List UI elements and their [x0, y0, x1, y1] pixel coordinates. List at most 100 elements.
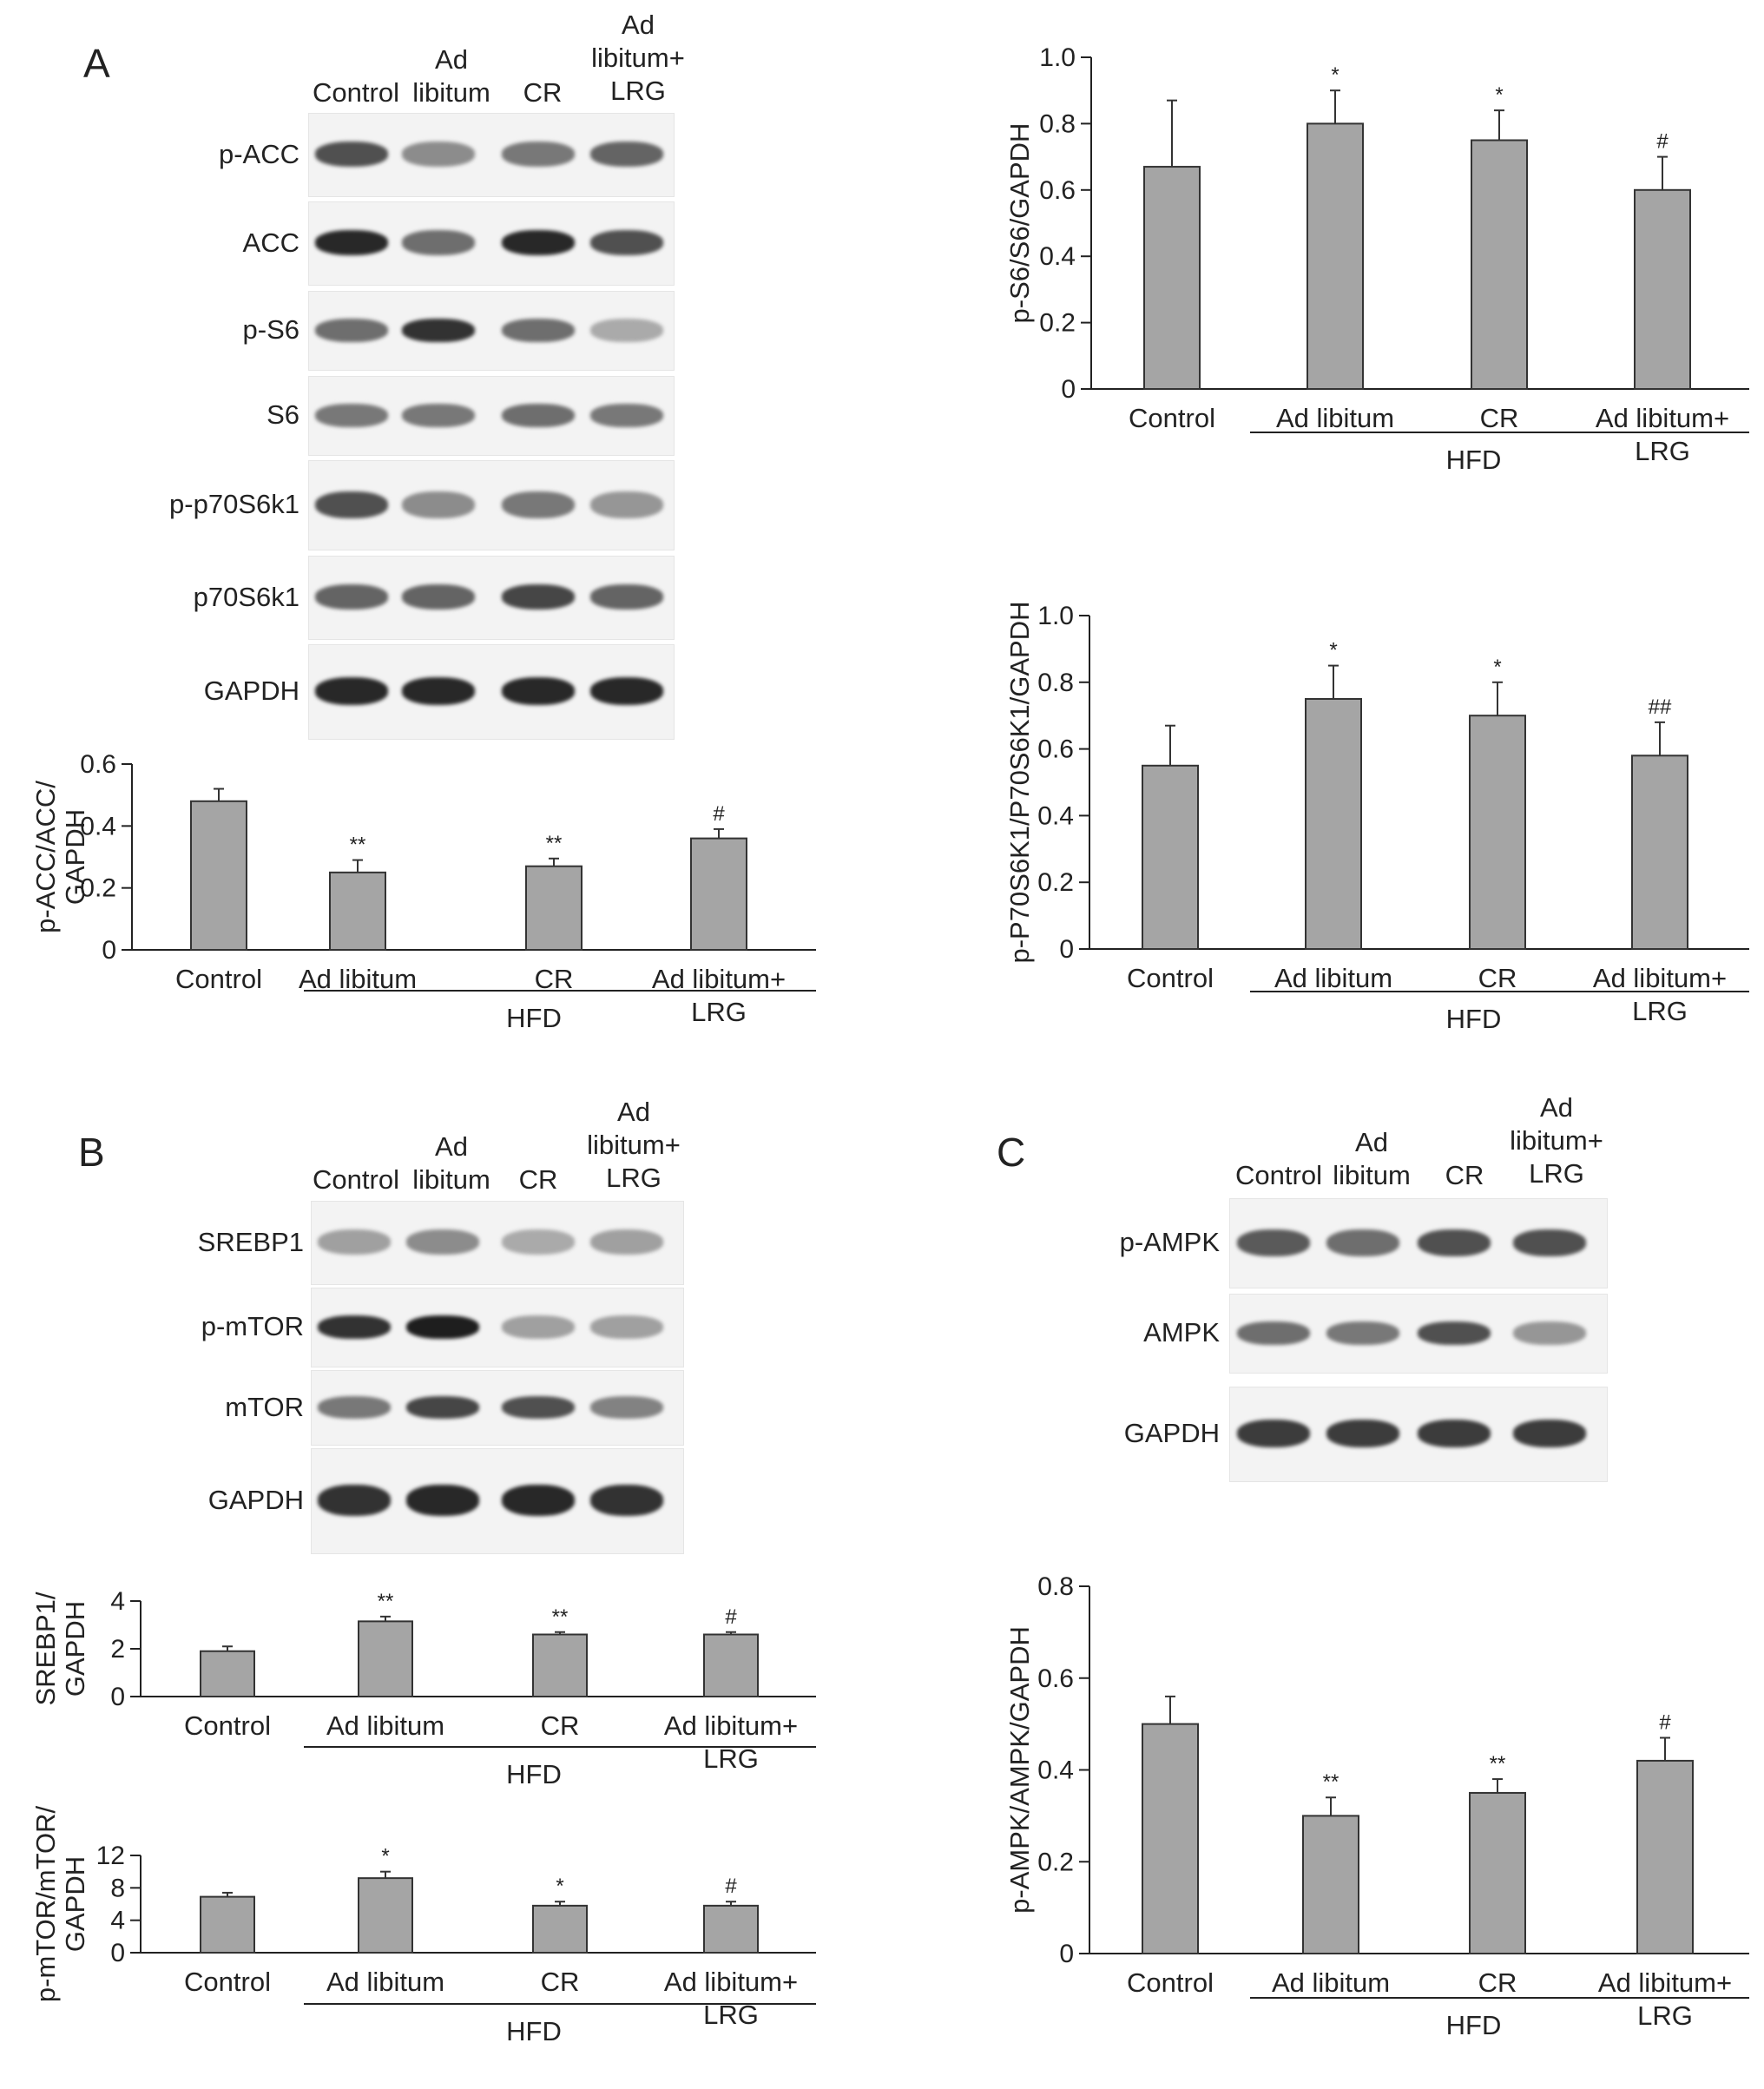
blot-band — [590, 318, 663, 342]
group-label-hfd: HFD — [1446, 1004, 1502, 1034]
y-tick-label: 0 — [1059, 1940, 1074, 1968]
blot-band — [1326, 1229, 1399, 1256]
blot-row-label: GAPDH — [1123, 1418, 1220, 1448]
x-tick-label: LRG — [691, 997, 747, 1027]
y-tick-label: 0.8 — [1039, 109, 1076, 138]
significance-marker: ** — [350, 834, 366, 857]
group-label-hfd: HFD — [506, 1003, 562, 1033]
significance-marker: * — [1495, 83, 1503, 107]
bar — [1142, 1723, 1199, 1954]
lane-label-ad-libitum: Ad libitum — [412, 44, 490, 108]
blot-row-label: AMPK — [1143, 1317, 1220, 1348]
blot-band — [1513, 1229, 1586, 1256]
blot-band — [590, 1315, 663, 1339]
blot-band — [406, 1395, 479, 1419]
bar — [358, 1620, 413, 1697]
blot-band — [1513, 1420, 1586, 1447]
blot-band — [502, 142, 575, 167]
x-tick-label: Ad libitum — [1274, 963, 1392, 993]
y-tick-label: 4 — [110, 1907, 125, 1935]
lane-label-cr: CR — [523, 77, 563, 108]
y-tick-label: 4 — [110, 1587, 125, 1616]
y-axis-label: p-AMPK/AMPK/GAPDH — [1004, 1626, 1035, 1914]
y-axis-label: p-S6/S6/GAPDH — [1004, 123, 1035, 324]
panel-letter-b: B — [78, 1130, 105, 1175]
blot-row-label: GAPDH — [203, 675, 299, 706]
x-tick-label: CR — [1480, 403, 1519, 433]
blot-band — [315, 142, 388, 167]
y-axis-label: SREBP1/ — [30, 1591, 61, 1705]
blot-band — [590, 230, 663, 255]
lane-label-ad-libitum: Ad libitum — [412, 1131, 490, 1195]
blot-band — [402, 584, 475, 610]
blot-band — [502, 1485, 575, 1516]
blot-band — [402, 491, 475, 518]
blot-band — [402, 318, 475, 342]
bar — [1142, 764, 1199, 950]
blot-band — [590, 142, 663, 167]
x-tick-label: CR — [541, 1967, 580, 1997]
bar — [532, 1904, 588, 1954]
blot-band — [590, 491, 663, 518]
blot-row-label: mTOR — [225, 1391, 304, 1422]
significance-marker: * — [381, 1845, 389, 1868]
bar — [1305, 698, 1362, 950]
blot-band — [315, 230, 388, 255]
group-label-hfd: HFD — [1446, 445, 1502, 475]
blot-band — [590, 677, 663, 705]
y-tick-label: 0.4 — [80, 812, 116, 840]
bar — [525, 865, 583, 952]
group-label-hfd: HFD — [506, 2016, 562, 2046]
x-tick-label: Ad libitum+ — [1598, 1967, 1732, 1998]
significance-marker: * — [1329, 639, 1337, 662]
lane-label-control: Control — [1235, 1160, 1322, 1190]
x-tick-label: Ad libitum+ — [1596, 403, 1729, 433]
lane-label-control: Control — [313, 1164, 399, 1195]
blot-band — [1326, 1321, 1399, 1345]
bar — [532, 1633, 588, 1697]
y-axis-label: p-P70S6K1/P70S6K1/GAPDH — [1004, 601, 1035, 963]
y-tick-label: 0.8 — [1037, 1572, 1074, 1601]
y-tick-label: 0 — [1059, 935, 1074, 964]
blot-band — [406, 1485, 479, 1516]
blot-band — [406, 1229, 479, 1255]
x-tick-label: Ad libitum+ — [652, 964, 786, 994]
x-tick-label: Ad libitum — [1272, 1967, 1390, 1998]
blot-band — [590, 1229, 663, 1255]
blot-band — [502, 318, 575, 342]
y-tick-label: 0.2 — [1037, 1848, 1074, 1876]
blot-band — [318, 1315, 391, 1339]
blot-band — [315, 677, 388, 705]
panel-letter-c: C — [997, 1130, 1026, 1175]
blot-band — [502, 403, 575, 427]
y-axis-label: p-ACC/ACC/ — [30, 781, 61, 933]
y-axis-label: GAPDH — [60, 809, 90, 905]
group-label-hfd: HFD — [506, 1759, 562, 1789]
x-tick-label: Control — [1129, 403, 1215, 433]
y-tick-label: 0 — [110, 1683, 125, 1711]
blot-band — [590, 403, 663, 427]
blot-row-label: p-ACC — [218, 138, 299, 169]
y-axis-label: GAPDH — [60, 1601, 90, 1697]
blot-band — [502, 1315, 575, 1339]
y-tick-label: 1.0 — [1037, 602, 1074, 630]
significance-marker: ** — [1490, 1752, 1506, 1776]
bar — [703, 1904, 759, 1954]
y-tick-label: 0 — [102, 936, 116, 965]
blot-band — [590, 1395, 663, 1419]
blot-row-label: GAPDH — [207, 1485, 304, 1515]
lane-label-control: Control — [313, 77, 399, 108]
x-tick-label: LRG — [1637, 2000, 1693, 2031]
bar — [690, 837, 747, 951]
significance-marker: ** — [378, 1590, 394, 1613]
y-tick-label: 8 — [110, 1874, 125, 1902]
blot-band — [315, 491, 388, 518]
blot-band — [1418, 1321, 1491, 1345]
y-tick-label: 0.6 — [1039, 176, 1076, 205]
blot-band — [402, 142, 475, 167]
blot-row-label: SREBP1 — [197, 1226, 304, 1257]
x-tick-label: CR — [541, 1710, 580, 1741]
y-tick-label: 0.2 — [80, 874, 116, 903]
